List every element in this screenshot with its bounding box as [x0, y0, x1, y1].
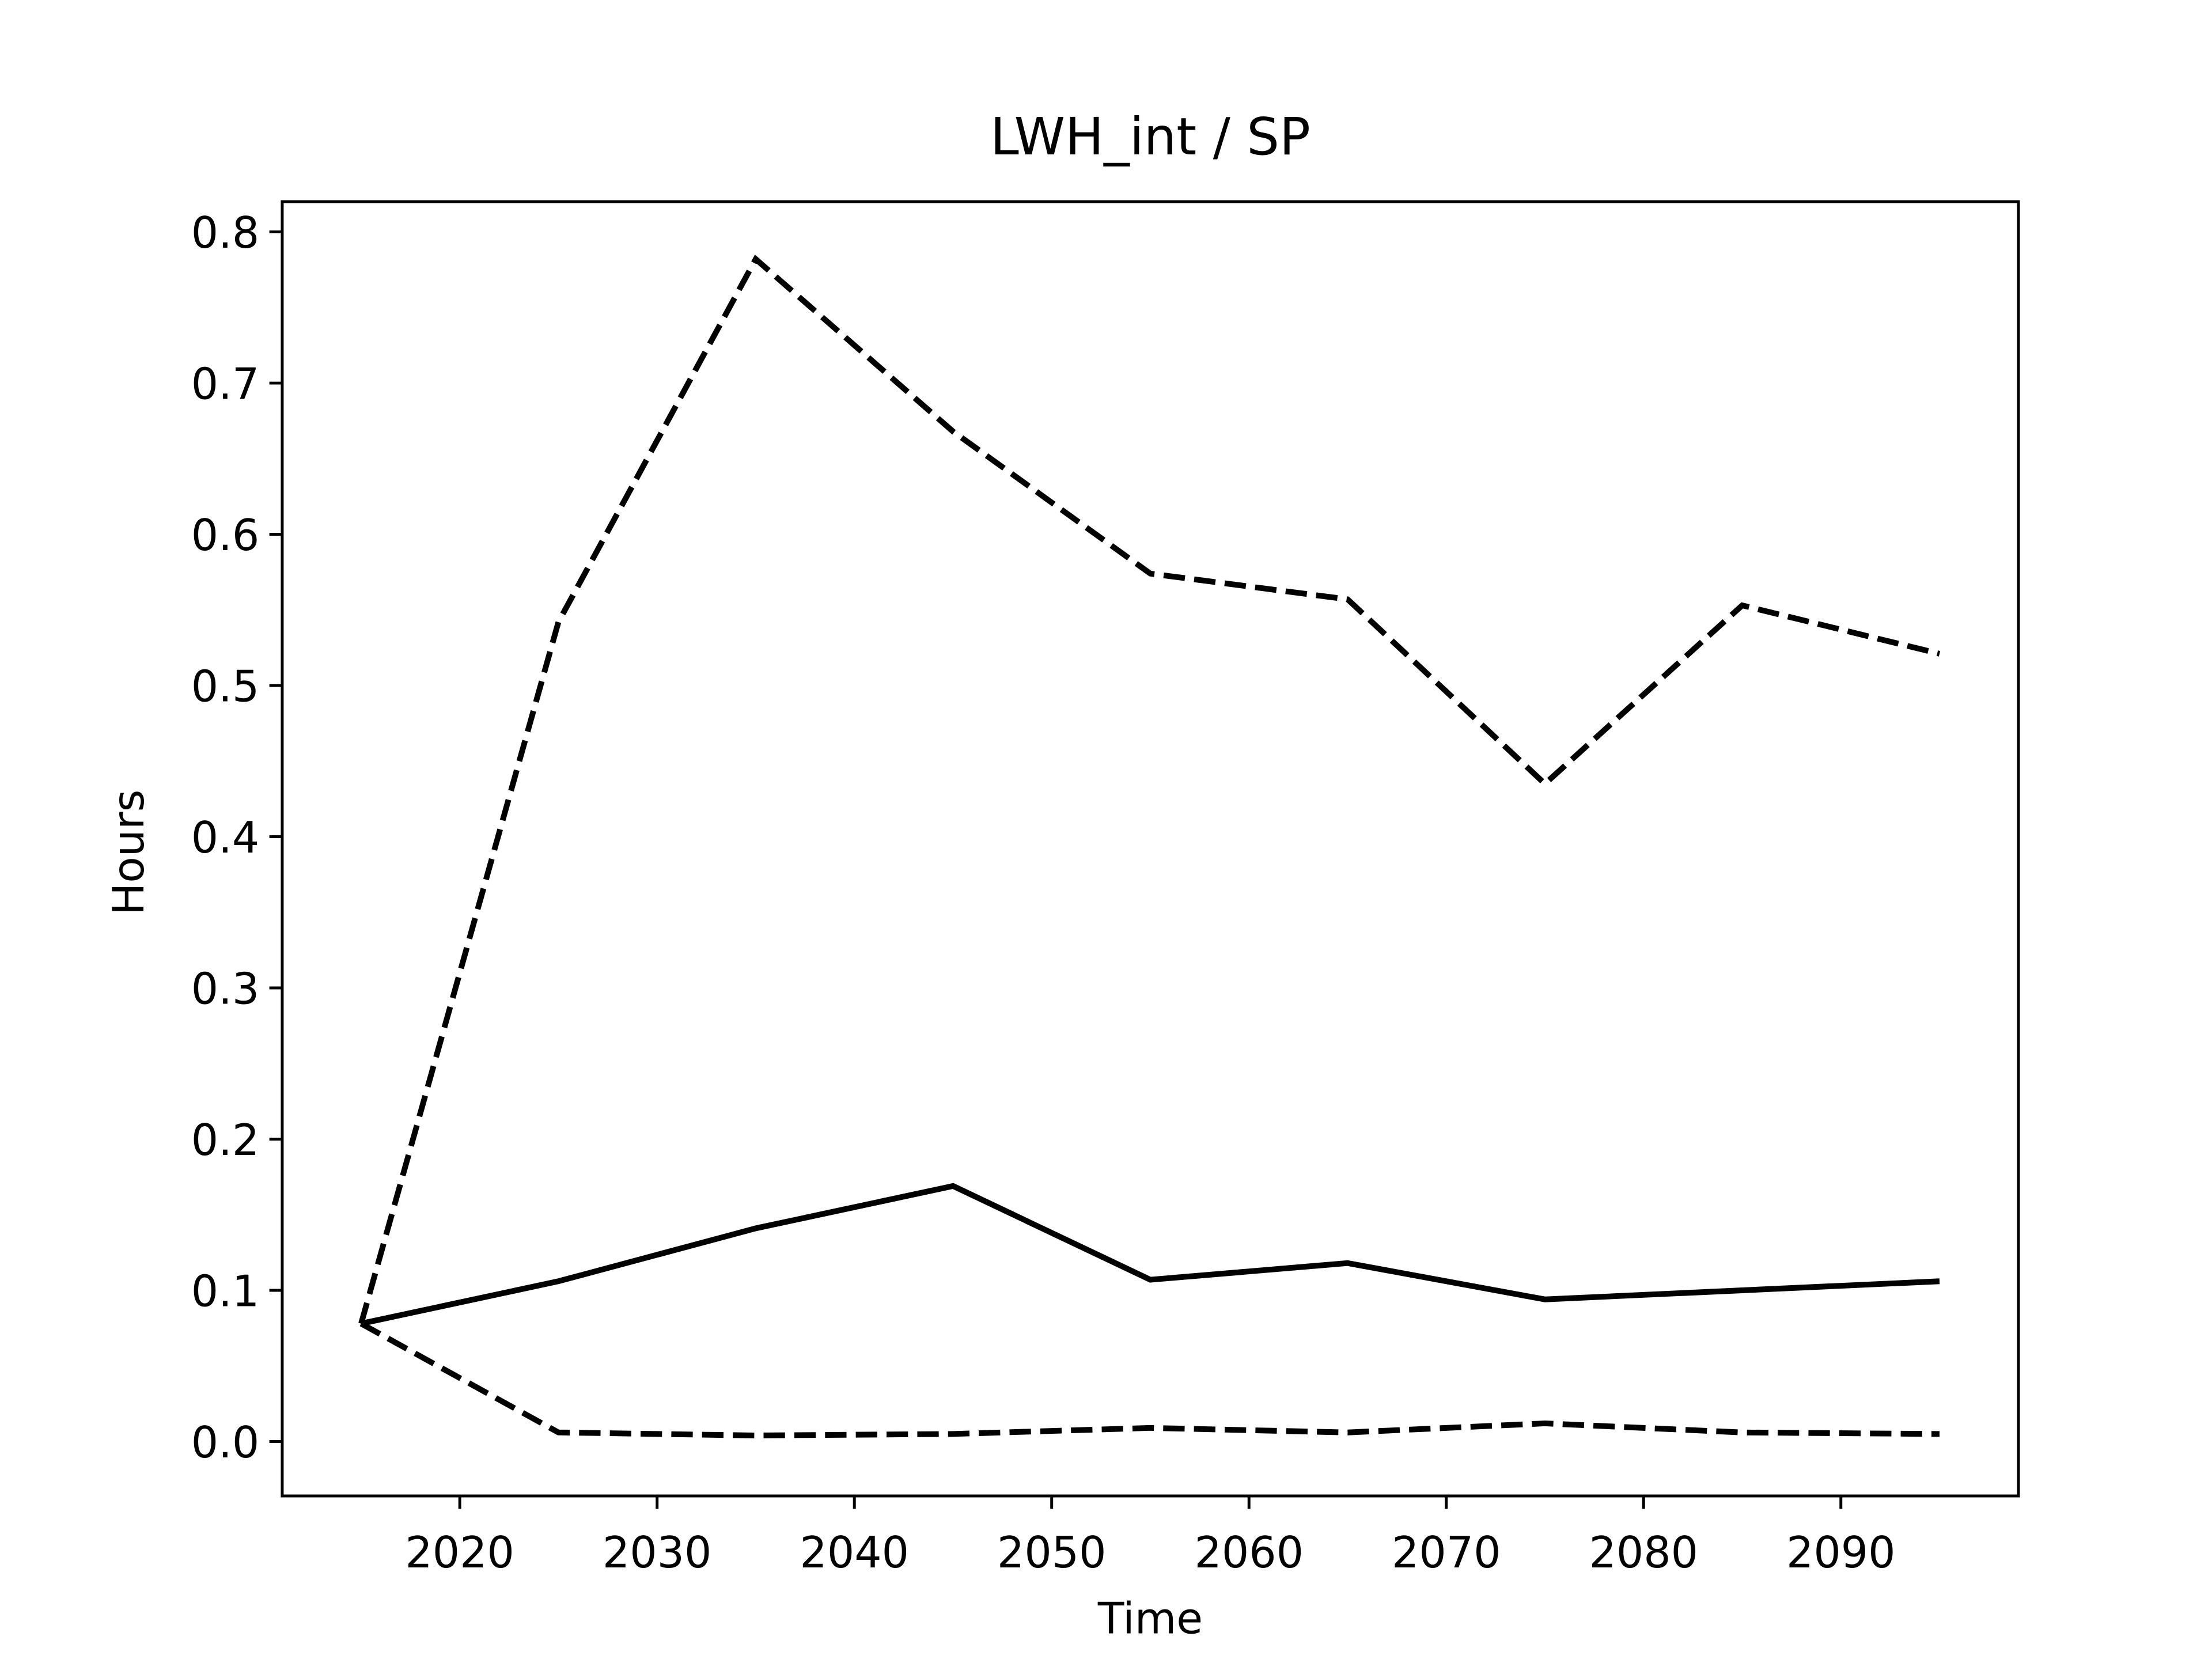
y-tick-label: 0.2	[191, 1115, 259, 1165]
y-tick-label: 0.7	[191, 359, 259, 409]
data-line	[359, 1321, 1940, 1438]
y-tick-label: 0.8	[191, 208, 259, 258]
x-tick-label: 2090	[1786, 1528, 1896, 1578]
y-tick-label: 0.1	[191, 1266, 259, 1316]
y-tick-label: 0.5	[191, 661, 259, 711]
data-line	[360, 1183, 1940, 1327]
y-axis-label: Hours	[104, 790, 154, 915]
x-axis-label: Time	[1097, 1593, 1203, 1643]
y-tick-label: 0.4	[191, 813, 259, 863]
x-tick-label: 2040	[800, 1528, 909, 1578]
data-line	[358, 254, 1941, 1325]
x-tick-label: 2050	[997, 1528, 1107, 1578]
y-tick-label: 0.6	[191, 510, 259, 560]
x-tick-label: 2080	[1589, 1528, 1698, 1578]
chart-title: LWH_int / SP	[990, 107, 1310, 167]
y-tick-label: 0.0	[191, 1418, 259, 1468]
x-tick-label: 2060	[1194, 1528, 1304, 1578]
plot-frame	[281, 200, 2020, 1498]
x-tick-label: 2070	[1392, 1528, 1501, 1578]
x-tick-label: 2030	[603, 1528, 712, 1578]
y-tick-label: 0.3	[191, 964, 259, 1014]
x-tick-label: 2020	[405, 1528, 514, 1578]
